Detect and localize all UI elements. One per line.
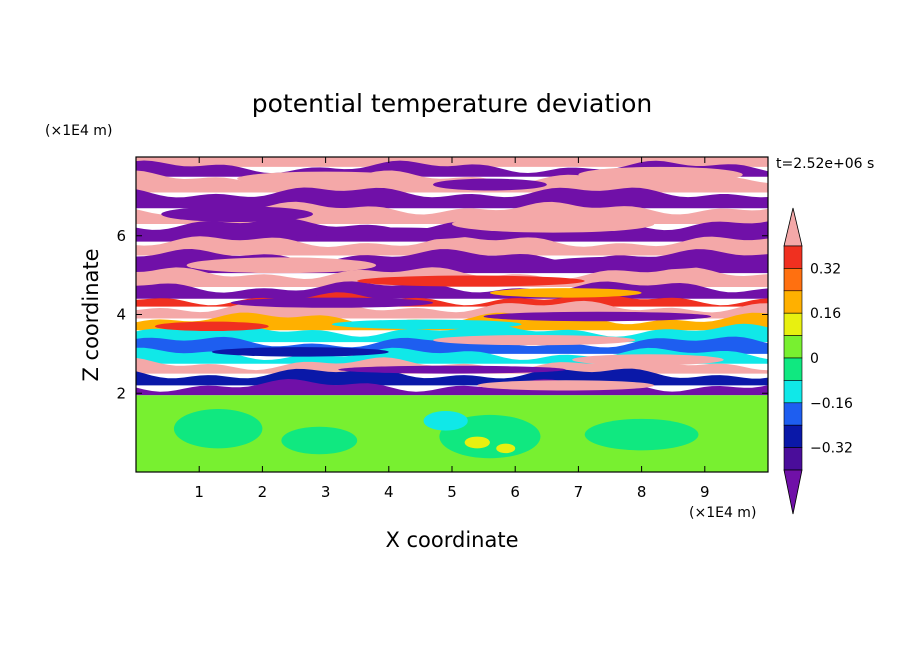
contour-feature [433,178,547,191]
colorbar-top-arrow [783,207,803,247]
contour-feature [331,319,522,330]
colorbar-swatch [783,335,803,359]
contour-feature [211,347,389,357]
y-axis-label: Z coordinate [79,248,103,381]
x-tick-label: 8 [637,483,647,501]
contour-band [136,236,768,256]
colorbar-swatch [783,290,803,314]
colorbar-swatch [783,357,803,381]
y-tick-label: 4 [116,306,126,324]
contour-feature [281,426,358,455]
contour-feature [186,257,377,274]
x-tick-label: 1 [194,483,204,501]
contour-feature [338,365,566,374]
colorbar-bottom-arrow [783,469,803,515]
colorbar-label: 0 [810,351,819,367]
contour-feature [496,443,516,454]
contour-feature [464,436,490,449]
contour-feature [161,206,313,222]
contour-feature [572,354,724,366]
colorbar-swatch [783,245,803,269]
y-unit-label: (×1E4 m) [45,123,112,139]
contour-feature [230,297,434,308]
x-tick-label: 6 [510,483,520,501]
contour-feature [237,171,415,186]
x-tick-label: 2 [258,483,268,501]
contour-feature [433,334,636,346]
x-tick-label: 5 [447,483,457,501]
contour-feature [584,418,699,451]
colorbar-swatch [783,268,803,292]
x-tick-label: 9 [700,483,710,501]
contour-feature [154,321,269,332]
x-axis-ticks: 1 2 3 4 5 6 7 8 9 [194,157,710,501]
x-axis-label: X coordinate [385,528,518,552]
contour-feature [423,410,468,431]
contour-feature [312,227,478,241]
y-tick-label: 2 [116,384,126,402]
contour-feature [489,288,642,298]
contour-feature [173,409,263,449]
x-tick-label: 4 [384,483,394,501]
colorbar-swatch [783,424,803,448]
colorbar-swatch [783,312,803,336]
y-tick-label: 6 [116,227,126,245]
time-label: t=2.52e+06 s [776,156,874,172]
contour-band [136,379,768,396]
contour-features [154,166,743,459]
contour-feature [357,275,585,287]
contour-feature [483,311,712,322]
colorbar-swatch [783,380,803,404]
colorbar-label: −0.16 [810,396,853,412]
colorbar-label: −0.32 [810,441,853,457]
contour-plot-area [136,157,768,472]
contour-feature [540,256,718,271]
y-axis-ticks: 2 4 6 [116,227,768,402]
contour-feature [452,215,655,233]
colorbar-swatch [783,447,803,471]
colorbar-labels: 0.32 0.16 0 −0.16 −0.32 [810,261,853,456]
chart-title: potential temperature deviation [252,89,652,118]
colorbar-label: 0.16 [810,306,841,322]
colorbar [783,207,803,515]
x-tick-label: 3 [321,483,331,501]
colorbar-label: 0.32 [810,261,841,277]
colorbar-swatch [783,402,803,426]
x-tick-label: 7 [574,483,584,501]
contour-feature [578,166,743,183]
x-unit-label: (×1E4 m) [689,505,756,521]
contour-feature [477,380,655,391]
